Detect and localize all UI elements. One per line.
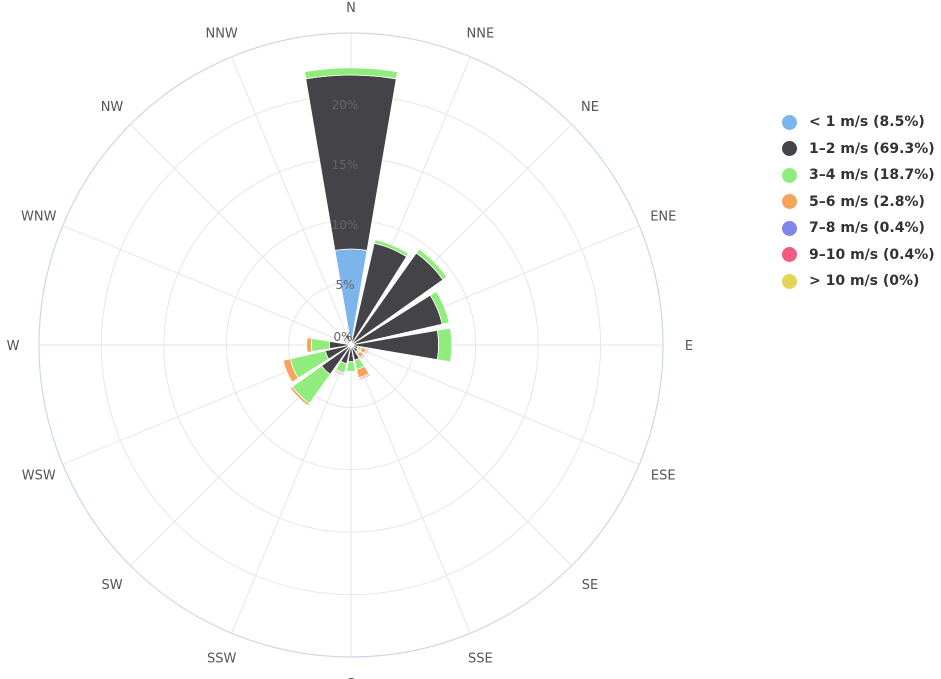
direction-label-n: N <box>346 1 356 16</box>
legend-item-lt1[interactable]: < 1 m/s (8.5%) <box>782 112 935 132</box>
legend-label: < 1 m/s (8.5%) <box>809 114 925 130</box>
bar-ne-series-2[interactable] <box>415 248 448 281</box>
bar-sw-series-3[interactable] <box>289 386 310 407</box>
legend-swatch <box>782 194 797 209</box>
legend-item-3-4[interactable]: 3–4 m/s (18.7%) <box>782 165 935 185</box>
tick-label: 15% <box>332 158 359 172</box>
legend-label: 3–4 m/s (18.7%) <box>809 167 935 183</box>
bar-w-series-2[interactable] <box>310 337 331 353</box>
direction-label-se: SE <box>582 578 598 593</box>
legend-swatch <box>782 273 797 289</box>
direction-label-ene: ENE <box>650 210 676 225</box>
direction-label-w: W <box>7 339 20 354</box>
legend-item-9-10[interactable]: 9–10 m/s (0.4%) <box>782 245 935 265</box>
legend-label: 5–6 m/s (2.8%) <box>809 193 925 210</box>
polar-grid <box>38 32 664 658</box>
tick-label: 0% <box>333 330 352 344</box>
grid-spoke <box>62 225 352 346</box>
direction-label-ssw: SSW <box>207 651 237 666</box>
grid-spoke <box>130 124 352 346</box>
direction-label-nne: NNE <box>467 27 495 42</box>
bar-nne-series-2[interactable] <box>373 239 410 258</box>
direction-label-sw: SW <box>101 578 122 593</box>
tick-label: 5% <box>335 278 354 292</box>
bar-nnw-series-3[interactable] <box>343 331 349 336</box>
direction-label-s: S <box>347 677 355 679</box>
bar-ese-series-5[interactable] <box>364 348 370 356</box>
bar-se-series-5[interactable] <box>360 354 367 361</box>
direction-label-wsw: WSW <box>22 468 56 483</box>
tick-label: 10% <box>332 218 359 232</box>
legend-item-7-8[interactable]: 7–8 m/s (0.4%) <box>782 218 935 238</box>
direction-label-nw: NW <box>101 100 124 115</box>
direction-label-nnw: NNW <box>205 27 237 42</box>
legend-swatch <box>782 167 797 183</box>
bar-s-series-2[interactable] <box>346 361 356 372</box>
legend-swatch <box>782 220 797 236</box>
bar-wsw-series-3[interactable] <box>282 358 299 383</box>
direction-label-ne: NE <box>581 100 599 115</box>
bar-ssw-series-5[interactable] <box>333 369 345 376</box>
direction-labels: N NNE NE ENE E ESE SE SSE S SSW SW WSW W WNW NW NNW <box>7 1 694 679</box>
legend: < 1 m/s (8.5%) 1–2 m/s (69.3%) 3–4 m/s (… <box>782 112 935 298</box>
legend-item-gt10[interactable]: > 10 m/s (0%) <box>782 271 935 291</box>
legend-swatch <box>782 247 797 262</box>
grid-spoke <box>350 344 572 566</box>
grid-spoke <box>350 344 640 465</box>
tick-label: 20% <box>332 98 359 112</box>
radial-tick-labels: 0% 5% 10% 15% 20% <box>332 98 359 344</box>
legend-swatch <box>782 141 797 156</box>
direction-label-ese: ESE <box>651 468 676 483</box>
legend-label: 7–8 m/s (0.4%) <box>809 220 925 236</box>
bar-ene-series-2[interactable] <box>429 290 450 325</box>
bar-sse-series-5[interactable] <box>358 373 371 381</box>
grid-spoke <box>231 56 352 346</box>
grid-spoke <box>231 344 352 634</box>
direction-label-sse: SSE <box>468 651 493 666</box>
grid-spoke <box>350 344 471 634</box>
legend-label: 1–2 m/s (69.3%) <box>809 140 935 157</box>
direction-label-wnw: WNW <box>21 210 57 225</box>
legend-item-5-6[interactable]: 5–6 m/s (2.8%) <box>782 192 935 212</box>
direction-label-e: E <box>685 339 693 354</box>
legend-label: > 10 m/s (0%) <box>809 273 920 289</box>
bar-w-series-3[interactable] <box>306 337 313 353</box>
bar-n-series-2[interactable] <box>304 67 398 80</box>
wind-bars <box>282 67 453 407</box>
bar-e-series-2[interactable] <box>436 327 453 363</box>
legend-item-1-2[interactable]: 1–2 m/s (69.3%) <box>782 139 935 159</box>
legend-swatch <box>782 114 797 130</box>
legend-label: 9–10 m/s (0.4%) <box>809 246 935 263</box>
